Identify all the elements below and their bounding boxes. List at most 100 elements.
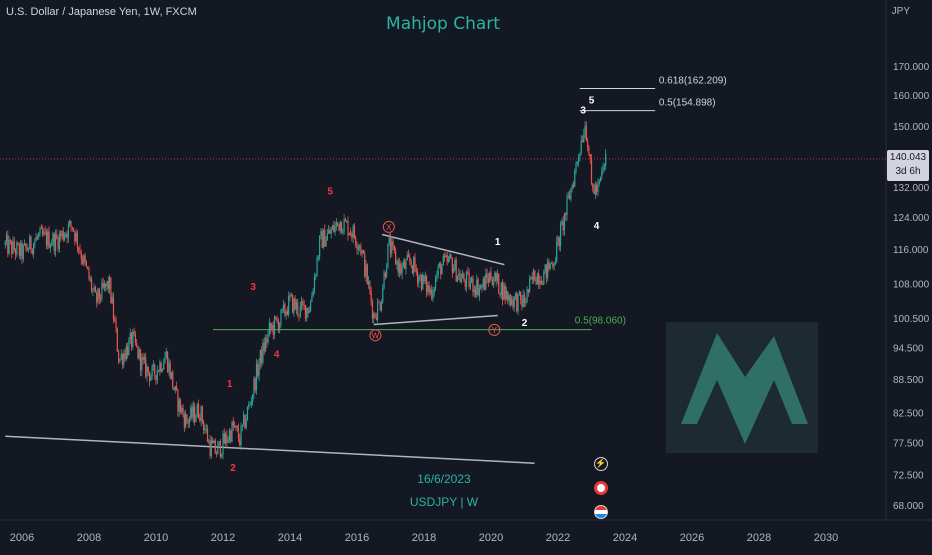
triangle-lower-line[interactable] [373, 314, 498, 326]
candle-body [387, 243, 389, 269]
candle-body [432, 292, 434, 299]
candle-body [383, 272, 385, 289]
candle-body [308, 311, 310, 313]
candle-body [231, 421, 233, 442]
candle-body [111, 297, 113, 303]
candle-body [324, 229, 326, 247]
candle-body [42, 229, 44, 235]
candle-body [219, 441, 222, 457]
candle-body [245, 419, 247, 428]
candle-body [347, 221, 349, 236]
price-tick-label: 77.500 [893, 438, 924, 449]
candle-body [34, 241, 36, 244]
candle-body [444, 255, 446, 258]
fib-support-level-label: 0.5(98.060) [575, 316, 626, 327]
candle-body [404, 261, 406, 269]
candle-body [306, 307, 308, 319]
candle-body [239, 438, 241, 446]
trend-line[interactable] [5, 435, 535, 464]
candle-body [494, 272, 496, 282]
candle-body [450, 254, 452, 259]
candle-body [176, 386, 178, 391]
candle-body [587, 141, 589, 148]
candle-body [317, 256, 319, 259]
candle-body [195, 417, 197, 422]
candle-body [532, 270, 535, 280]
candle-body [369, 281, 371, 292]
time-tick-label: 2016 [345, 532, 369, 544]
candle-body [188, 418, 191, 424]
price-tick-label: 72.500 [893, 470, 924, 481]
candle-body [380, 302, 383, 311]
candle-body [187, 420, 189, 424]
wave-label: 3 [580, 105, 586, 116]
candle-body [20, 242, 22, 256]
candle-body [129, 333, 131, 340]
time-tick-label: 2022 [546, 532, 570, 544]
candle-body [416, 271, 419, 283]
candle-body [194, 406, 196, 422]
candle-body [431, 290, 433, 299]
candle-body [434, 278, 437, 289]
candle-body [499, 293, 501, 296]
candle-body [228, 430, 231, 440]
candle-body [45, 232, 48, 246]
candle-body [114, 319, 116, 322]
candle-body [585, 126, 587, 142]
candle-body [507, 291, 509, 301]
candle-body [13, 241, 15, 251]
candle-body [522, 294, 524, 307]
candle-body [208, 440, 210, 442]
candle-body [566, 196, 568, 216]
candle-body [119, 359, 121, 362]
candle-body [512, 299, 514, 307]
candle-body [44, 231, 46, 233]
candle-body [192, 406, 194, 418]
candle-body [442, 255, 444, 266]
candle-body [501, 282, 504, 301]
triangle-upper-line[interactable] [381, 233, 505, 266]
candle-body [159, 362, 161, 372]
wave-label: 1 [227, 379, 233, 390]
candle-body [304, 304, 307, 319]
candle-body [414, 257, 416, 269]
flag-icon[interactable] [594, 505, 608, 519]
candle-body [567, 195, 569, 197]
candle-body [338, 223, 340, 231]
candle-body [160, 362, 162, 372]
candle-body [520, 291, 522, 300]
candle-body [605, 153, 607, 166]
candle-body [351, 233, 353, 238]
candle-body [300, 301, 303, 307]
record-icon[interactable] [594, 481, 608, 495]
candle-body [11, 241, 13, 254]
annotation-date: 16/6/2023 [417, 472, 471, 486]
candle-body [23, 243, 26, 246]
candle-body [295, 302, 298, 309]
candle-body [120, 354, 122, 360]
candle-body [588, 147, 590, 155]
price-axis-unit[interactable]: JPY [891, 6, 910, 17]
candle-body [272, 325, 274, 335]
candle-body [118, 351, 120, 362]
symbol-header[interactable]: U.S. Dollar / Japanese Yen, 1W, FXCM [6, 6, 197, 18]
lightning-icon[interactable]: ⚡ [594, 457, 608, 471]
candle-body [315, 275, 317, 277]
circled-wave-label: W [372, 331, 380, 340]
candle-body [136, 342, 138, 346]
candle-body [257, 364, 259, 376]
candle-body [62, 230, 64, 240]
candle-body [322, 229, 325, 248]
candle-body [43, 231, 45, 235]
candle-body [489, 272, 491, 283]
candle-body [26, 247, 28, 251]
candle-body [549, 263, 551, 269]
candle-body [39, 227, 41, 234]
candle-body [392, 241, 394, 246]
candle-body [88, 269, 90, 280]
candle-body [177, 390, 179, 412]
candle-body [534, 270, 536, 282]
candle-body [527, 289, 529, 292]
